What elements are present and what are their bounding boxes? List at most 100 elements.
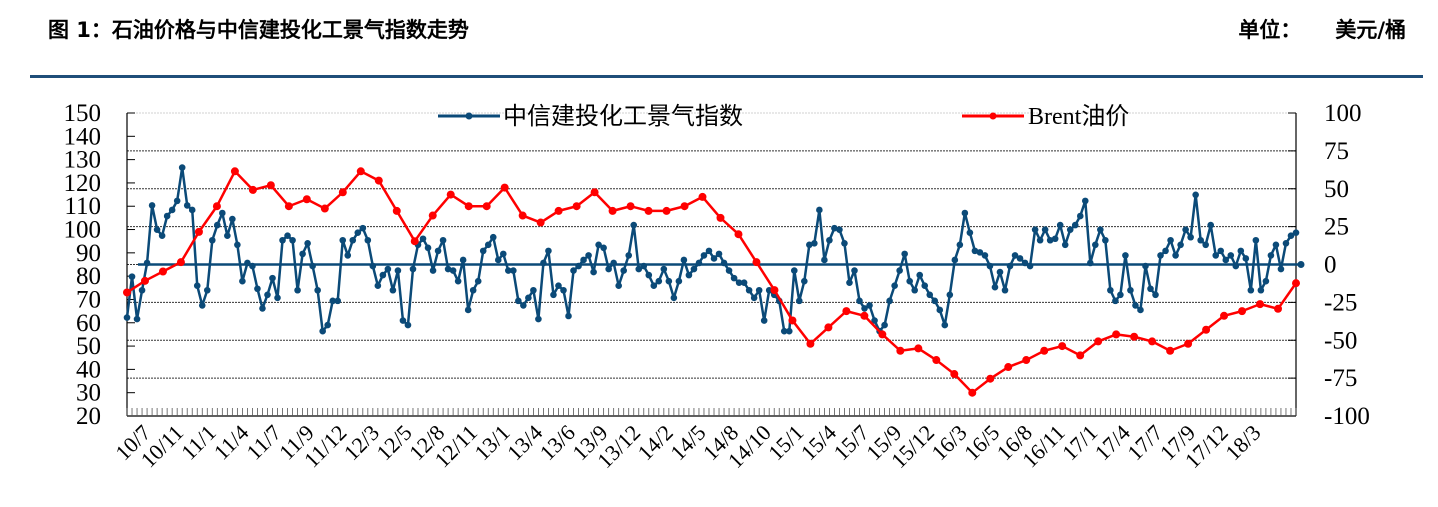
brent-point [1040, 346, 1049, 355]
index-point [474, 277, 482, 285]
index-point [404, 321, 412, 329]
brent-point [734, 230, 743, 239]
index-point [1217, 247, 1225, 255]
index-point [1222, 256, 1230, 264]
index-point [198, 302, 206, 309]
left-tick-label: 50 [76, 333, 101, 360]
index-point [831, 224, 838, 232]
index-point [279, 236, 286, 244]
brent-point [140, 276, 149, 285]
index-point [540, 259, 547, 267]
index-point [489, 233, 497, 241]
figure-title: 图 1：石油价格与中信建投化工景气指数走势 [48, 18, 469, 42]
index-point [851, 267, 858, 274]
index-point [690, 265, 698, 273]
brent-point [824, 323, 833, 332]
left-tick-label: 60 [76, 310, 101, 337]
index-point [434, 247, 442, 255]
left-tick-label: 70 [76, 286, 101, 313]
index-point [545, 247, 552, 255]
index-point [188, 206, 196, 214]
left-tick-label: 100 [64, 217, 102, 244]
index-point [178, 164, 186, 171]
index-series [123, 164, 1300, 335]
index-point [645, 271, 653, 279]
index-point [1127, 286, 1134, 294]
index-point [861, 305, 868, 312]
brent-point [914, 344, 923, 353]
index-point [886, 297, 893, 305]
brent-point [482, 202, 491, 211]
index-point [163, 212, 171, 220]
index-point [675, 277, 683, 285]
brent-point [536, 218, 545, 227]
axes: 1501401301201101009080706050403020100755… [64, 100, 1370, 473]
index-point [224, 232, 231, 240]
left-tick-label: 130 [64, 147, 102, 174]
index-point [1041, 226, 1049, 233]
brent-point [1148, 337, 1157, 346]
index-point [239, 277, 246, 285]
index-point [1066, 226, 1074, 233]
index-point [439, 236, 447, 244]
index-point [710, 255, 718, 262]
index-point [394, 267, 402, 274]
brent-point [860, 311, 869, 320]
index-point [811, 239, 818, 247]
index-point [1252, 236, 1260, 244]
index-point [1107, 286, 1114, 294]
brent-point [1130, 332, 1139, 341]
index-point [449, 267, 457, 274]
index-point [785, 327, 793, 335]
right-tick-label: 50 [1324, 176, 1349, 203]
index-point [459, 256, 467, 264]
index-point [229, 215, 236, 223]
brent-point [1094, 337, 1103, 346]
left-tick-label: 90 [76, 240, 101, 267]
index-point [1006, 262, 1014, 270]
brent-point [968, 388, 977, 397]
brent-point [1022, 356, 1031, 365]
left-tick-label: 120 [64, 170, 102, 197]
brent-point [590, 188, 599, 197]
index-point [334, 297, 342, 305]
index-point [1162, 247, 1169, 255]
index-point [595, 241, 602, 249]
index-point [615, 282, 622, 290]
index-point [193, 282, 201, 290]
index-point [680, 256, 688, 264]
index-point [630, 221, 638, 229]
index-point [911, 286, 918, 294]
brent-point [518, 211, 527, 220]
index-point [1112, 297, 1119, 305]
index-point [299, 250, 306, 258]
index-point [1267, 252, 1275, 259]
brent-point [320, 204, 329, 213]
index-point [610, 259, 617, 267]
index-point [1177, 241, 1184, 249]
left-tick-label: 20 [76, 403, 101, 430]
left-tick-label: 150 [64, 100, 102, 127]
header-rule [30, 75, 1423, 78]
index-point [274, 294, 281, 302]
index-point [891, 282, 898, 290]
index-point [871, 317, 878, 324]
index-point [515, 297, 522, 305]
index-point [379, 271, 387, 279]
brent-point [446, 190, 455, 199]
index-point [555, 282, 562, 290]
index-point [1227, 252, 1235, 259]
index-point [309, 262, 316, 270]
index-point [1212, 252, 1220, 259]
index-point [836, 226, 843, 233]
brent-point [806, 339, 815, 348]
brent-series [123, 167, 1300, 397]
index-point [1147, 285, 1154, 293]
brent-point [770, 286, 779, 295]
index-point [143, 259, 151, 267]
index-point [660, 265, 668, 273]
legend-index-marker [465, 112, 473, 120]
index-point [1036, 236, 1044, 244]
index-point [1232, 262, 1240, 270]
left-tick-label: 80 [76, 263, 101, 290]
